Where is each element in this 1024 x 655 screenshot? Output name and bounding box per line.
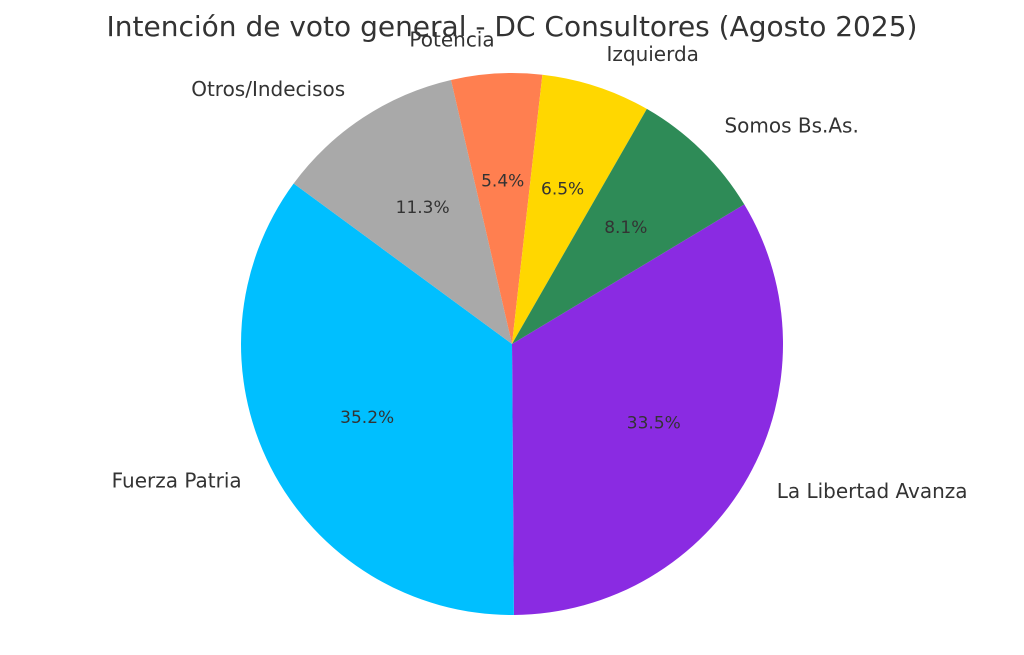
pct-label-otros-indecisos: 11.3%: [396, 198, 450, 218]
pie-slice-la-libertad-avanza: [512, 204, 783, 615]
pie-labels: La Libertad Avanza 33.5% Fuerza Patria 35.2…: [112, 27, 968, 503]
pct-label-la-libertad-avanza: 33.5%: [627, 414, 681, 434]
pie-slice-potencia: [451, 73, 543, 344]
slice-label-somos-bs-as: Somos Bs.As.: [724, 114, 858, 138]
slice-label-otros-indecisos: Otros/Indecisos: [191, 77, 345, 101]
pie-slice-izquierda: [512, 74, 647, 344]
pie-slice-fuerza-patria: [240, 183, 514, 615]
pct-label-izquierda: 6.5%: [541, 179, 584, 199]
pct-label-potencia: 5.4%: [481, 172, 524, 192]
pie-slices: [240, 73, 783, 615]
pct-label-somos-bs-as: 8.1%: [604, 218, 647, 238]
chart-title: Intención de voto general - DC Consultor…: [107, 10, 918, 43]
slice-label-fuerza-patria: Fuerza Patria: [112, 468, 242, 492]
pct-label-fuerza-patria: 35.2%: [340, 408, 394, 428]
pie-slice-otros-indecisos: [293, 79, 512, 344]
pie-slice-somos-bs-as: [512, 108, 745, 344]
slice-label-potencia: Potencia: [409, 27, 494, 51]
slice-label-la-libertad-avanza: La Libertad Avanza: [777, 479, 968, 503]
slice-label-izquierda: Izquierda: [606, 42, 698, 66]
